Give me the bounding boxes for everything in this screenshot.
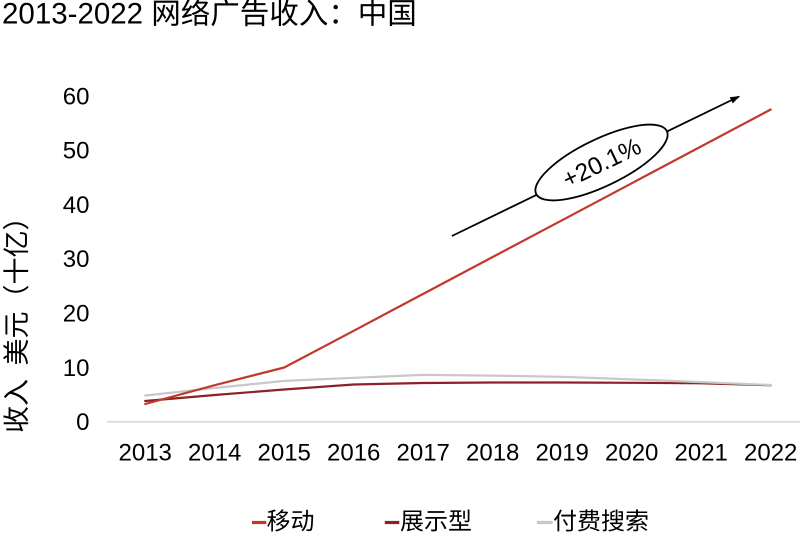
svg-text:2022: 2022 — [744, 440, 797, 467]
svg-text:2018: 2018 — [466, 440, 519, 467]
svg-text:20: 20 — [63, 301, 90, 328]
svg-text:2019: 2019 — [536, 440, 589, 467]
svg-text:2013: 2013 — [119, 440, 172, 467]
svg-text:40: 40 — [63, 192, 90, 219]
svg-text:2017: 2017 — [397, 440, 450, 467]
svg-text:2021: 2021 — [675, 440, 728, 467]
svg-text:10: 10 — [63, 355, 90, 382]
svg-text:2020: 2020 — [605, 440, 658, 467]
svg-text:30: 30 — [63, 246, 90, 273]
svg-text:0: 0 — [76, 409, 89, 436]
svg-text:2015: 2015 — [258, 440, 311, 467]
svg-text:2016: 2016 — [327, 440, 380, 467]
svg-text:2013-2022: 2013-2022 — [2, 0, 143, 31]
svg-text:60: 60 — [63, 83, 90, 110]
svg-text:50: 50 — [63, 138, 90, 165]
svg-text:2014: 2014 — [188, 440, 241, 467]
